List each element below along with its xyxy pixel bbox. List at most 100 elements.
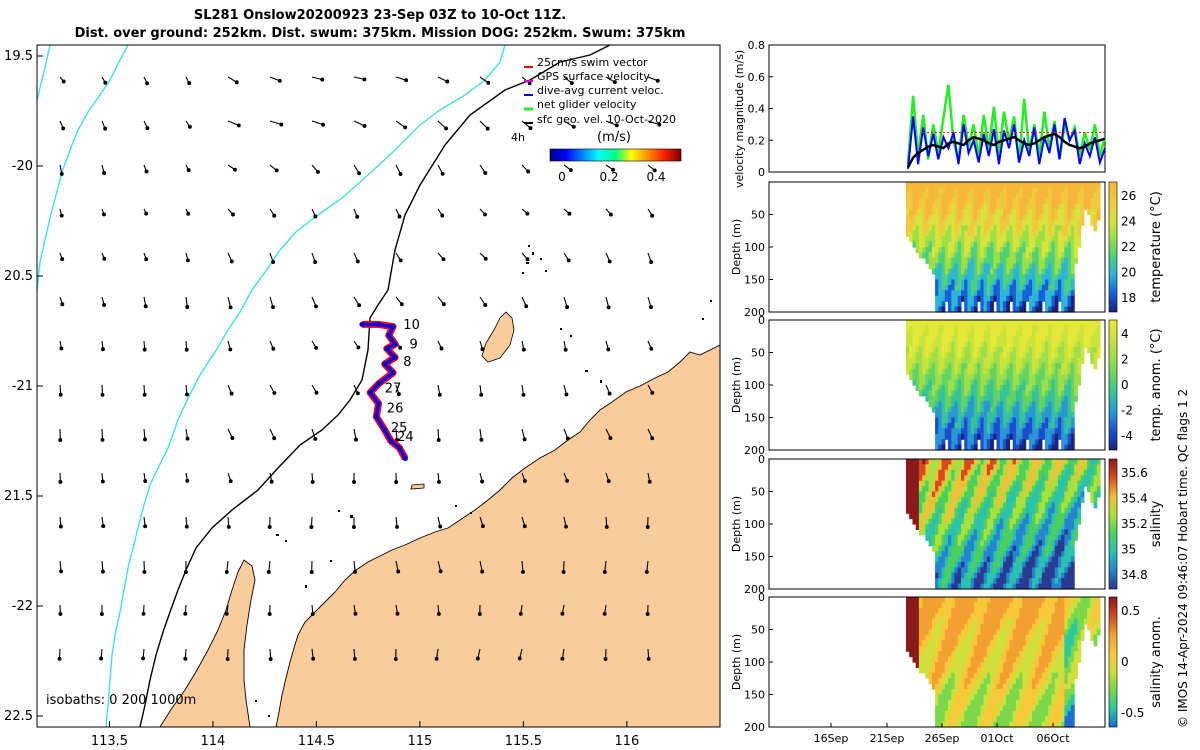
section-cell [944,678,949,685]
section-cell [1009,651,1014,658]
section-cell [1061,486,1065,493]
section-cell [1054,567,1059,574]
section-cell [951,368,956,375]
section-cell [1080,198,1085,205]
section-cell [935,368,939,375]
section-cell [990,475,994,482]
track-point [382,361,388,367]
section-cell [1019,491,1023,498]
section-cell [983,439,988,446]
section-cell [986,705,991,712]
section-cell [1041,401,1046,408]
section-cell [944,518,949,525]
section-cell [1009,529,1014,536]
section-cell [1012,347,1017,354]
section-cell [1074,320,1078,326]
section-cell [1003,439,1007,446]
section-cell [1054,236,1059,243]
section-cell [1074,225,1078,232]
section-cell [1015,374,1020,381]
section-cell [977,225,981,232]
section-cell [1032,572,1036,579]
section-cell [909,336,913,343]
section-cell [951,385,956,391]
section-cell [1045,347,1049,354]
section-cell [986,618,991,625]
section-cell [912,368,917,375]
section-cell [1019,602,1023,609]
section-cell [967,352,972,359]
section-cell [1067,578,1072,585]
colorbar-tick-label: 20 [1121,266,1136,280]
section-cell [990,230,994,237]
section-cell [1064,357,1069,364]
section-cell [954,716,959,723]
section-cell [970,390,975,397]
section-cell [967,284,972,291]
section-cell [928,459,933,465]
section-cell [1012,607,1017,614]
section-cell [993,624,998,631]
section-cell [1041,347,1046,354]
section-cell [1003,651,1007,658]
section-cell [1012,459,1017,465]
colorbar-tick-label: 35.4 [1121,492,1148,506]
section-cell [1032,247,1036,253]
section-cell [980,613,985,620]
section-cell [1064,422,1069,429]
section-cell [925,241,930,248]
section-cell [993,602,998,609]
section-cell [967,618,972,625]
section-cell [1070,214,1075,221]
section-cell [964,607,968,614]
section-cell [1077,379,1082,386]
section-cell [1022,406,1027,413]
section-cell [1083,330,1088,337]
section-cell [1058,357,1062,364]
section-cell [944,705,949,712]
section-cell [948,640,952,647]
section-cell [1009,374,1014,381]
section-cell [967,182,972,188]
section-cell [948,192,952,199]
section-cell [1028,412,1033,419]
vector-head [272,390,277,395]
vector-head [480,347,485,352]
section-cell [996,507,1001,514]
section-cell [915,502,920,509]
section-cell [954,230,959,237]
section-cell [1035,475,1040,482]
section-cell [990,320,994,326]
section-cell [1064,290,1069,297]
section-cell [1009,268,1014,275]
section-cell [915,368,920,375]
section-cell [948,412,952,419]
section-cell [1061,496,1065,503]
section-cell [906,192,910,199]
section-cell [1070,518,1075,525]
section-cell [912,459,917,465]
section-cell [980,241,985,248]
section-cell [928,629,933,636]
section-cell [970,417,975,424]
section-cell [986,336,991,343]
section-cell [1061,433,1065,440]
section-cell [948,198,952,205]
section-cell [941,672,946,679]
section-cell [1048,352,1053,359]
section-cell [980,640,985,647]
section-cell [1025,279,1030,286]
section-cell [1015,341,1020,348]
section-cell [928,214,933,221]
section-cell [993,279,998,286]
section-cell [1015,645,1020,652]
section-cell [973,433,978,440]
section-cell [967,561,972,568]
section-cell [935,567,939,574]
section-cell [1009,567,1014,574]
section-cell [1006,247,1010,253]
section-cell [1074,379,1078,386]
section-cell [973,209,978,216]
section-cell [996,439,1001,446]
section-cell [996,486,1001,493]
